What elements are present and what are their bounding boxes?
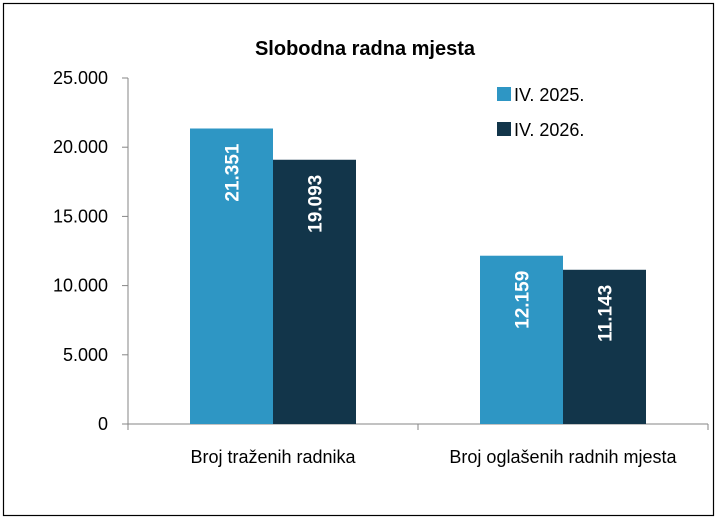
x-tick-label: Broj traženih radnika <box>190 447 356 467</box>
y-tick-label: 25.000 <box>53 68 108 88</box>
chart-title: Slobodna radna mjesta <box>255 38 476 60</box>
legend-label: IV. 2025. <box>514 85 584 105</box>
value-label: 12.159 <box>513 271 534 329</box>
y-tick-label: 15.000 <box>53 206 108 226</box>
bar <box>480 255 563 424</box>
y-tick-label: 20.000 <box>53 137 108 157</box>
legend-swatch <box>497 87 511 101</box>
legend-swatch <box>497 122 511 136</box>
value-label: 11.143 <box>596 285 617 342</box>
y-tick-label: 5.000 <box>63 345 108 365</box>
bar <box>190 128 273 424</box>
bar <box>563 269 646 424</box>
value-label: 21.351 <box>223 143 244 202</box>
bar <box>273 159 356 425</box>
legend-label: IV. 2026. <box>514 120 584 140</box>
x-tick-label: Broj oglašenih radnih mjesta <box>449 447 677 467</box>
y-tick-label: 10.000 <box>53 276 108 296</box>
y-tick-label: 0 <box>98 414 108 434</box>
value-label: 19.093 <box>306 175 327 233</box>
